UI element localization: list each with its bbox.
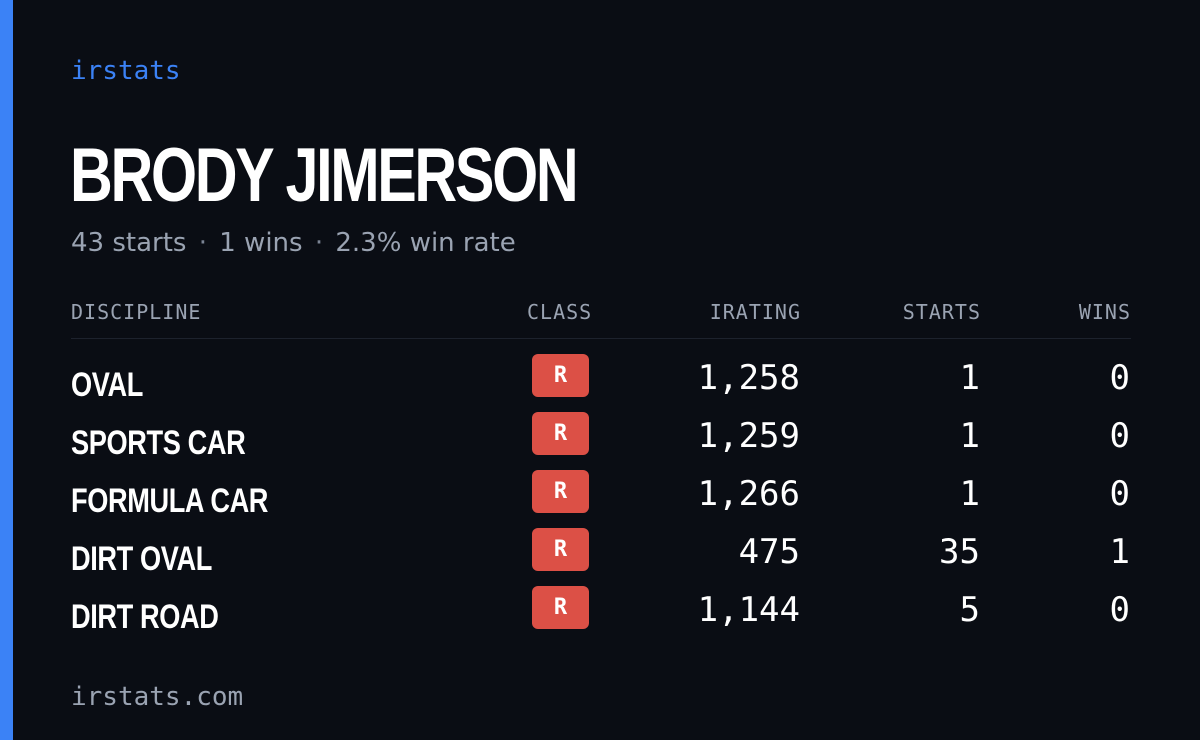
summary-separator: ·	[198, 228, 207, 258]
irating-value: 1,144	[697, 590, 800, 630]
summary-wins: 1 wins	[219, 228, 303, 258]
brand-logo: irstats	[71, 56, 181, 86]
driver-summary: 43 starts · 1 wins · 2.3% win rate	[71, 228, 516, 258]
table-row: DIRT ROAD R 1,144 5 0	[71, 582, 1131, 640]
wins-value: 0	[1109, 358, 1130, 398]
driver-name: BRODY JIMERSON	[70, 133, 579, 218]
footer-url: irstats.com	[71, 682, 244, 712]
class-badge: R	[532, 470, 589, 513]
summary-separator: ·	[314, 228, 324, 258]
irating-value: 475	[738, 532, 800, 572]
discipline-table: OVAL R 1,258 1 0 SPORTS CAR R 1,259 1 0 …	[71, 350, 1131, 640]
discipline-name: SPORTS CAR	[71, 424, 246, 462]
summary-starts: 43 starts	[71, 228, 187, 258]
starts-value: 1	[959, 416, 980, 456]
table-row: OVAL R 1,258 1 0	[71, 350, 1131, 408]
summary-win-rate: 2.3% win rate	[335, 228, 516, 258]
class-badge: R	[532, 412, 589, 455]
wins-value: 0	[1109, 590, 1130, 630]
starts-value: 35	[939, 532, 980, 572]
discipline-name: DIRT ROAD	[71, 598, 219, 636]
starts-value: 1	[959, 474, 980, 514]
starts-value: 1	[959, 358, 980, 398]
header-irating: IRATING	[709, 300, 801, 324]
table-row: DIRT OVAL R 475 35 1	[71, 524, 1131, 582]
table-row: FORMULA CAR R 1,266 1 0	[71, 466, 1131, 524]
table-header: DISCIPLINE CLASS IRATING STARTS WINS	[71, 300, 1131, 339]
discipline-name: OVAL	[71, 366, 143, 404]
class-badge: R	[532, 354, 589, 397]
header-discipline: DISCIPLINE	[71, 300, 202, 324]
irating-value: 1,259	[697, 416, 800, 456]
wins-value: 0	[1109, 416, 1130, 456]
discipline-name: DIRT OVAL	[71, 540, 212, 578]
table-row: SPORTS CAR R 1,259 1 0	[71, 408, 1131, 466]
irating-value: 1,266	[697, 474, 800, 514]
header-starts: STARTS	[902, 300, 981, 324]
discipline-name: FORMULA CAR	[71, 482, 269, 520]
class-badge: R	[532, 528, 589, 571]
header-class: CLASS	[527, 300, 593, 324]
irating-value: 1,258	[697, 358, 800, 398]
accent-bar	[0, 0, 13, 740]
header-wins: WINS	[1078, 300, 1131, 324]
wins-value: 0	[1109, 474, 1130, 514]
class-badge: R	[532, 586, 589, 629]
wins-value: 1	[1109, 532, 1130, 572]
starts-value: 5	[959, 590, 980, 630]
